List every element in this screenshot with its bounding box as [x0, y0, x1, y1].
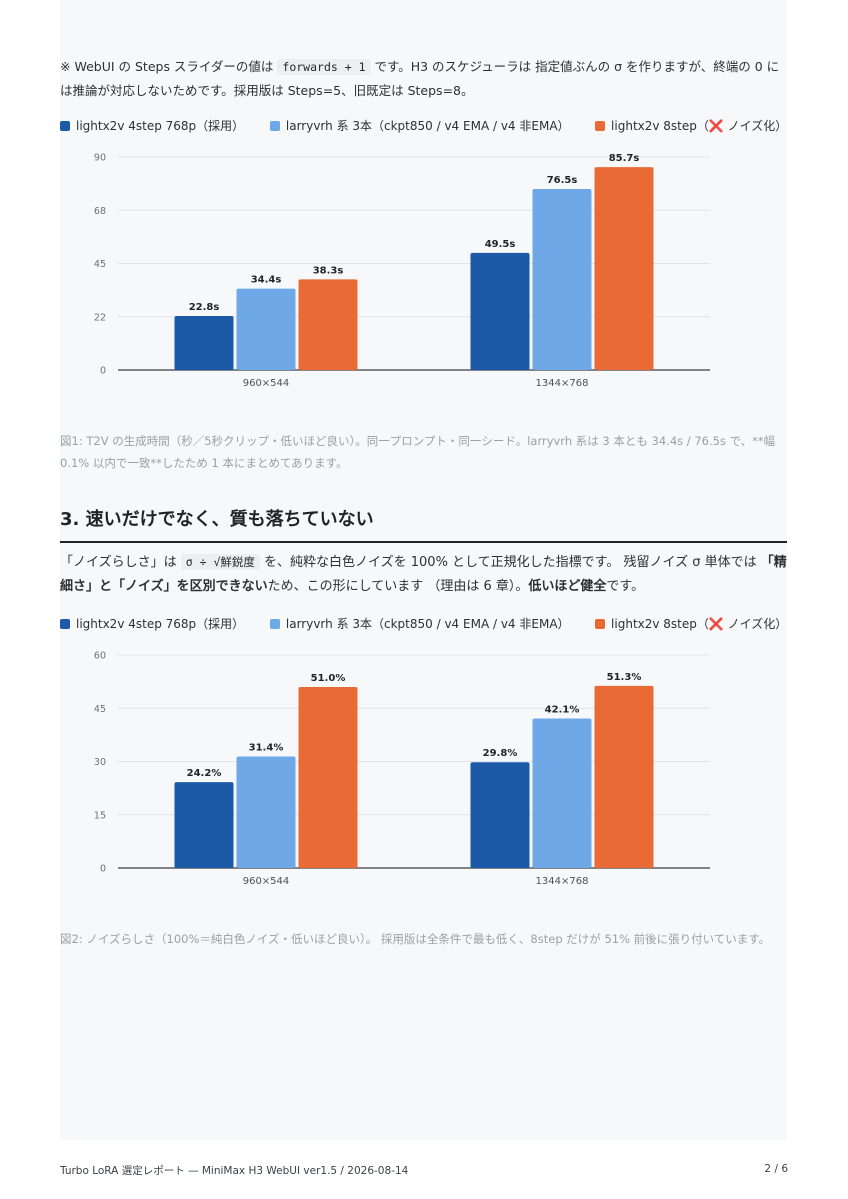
section-bold-text: 「精細さ」と「ノイズ」を区別できない — [60, 555, 787, 594]
bar — [298, 686, 358, 868]
page-background — [60, 0, 787, 1140]
x-category-label: 1344×768 — [536, 378, 589, 389]
figure2-caption-block: 図2: ノイズらしさ（100%＝純白色ノイズ・低いほど良い）。 採用版は全条件で… — [60, 928, 787, 950]
legend-label: lightx2v 4step 768p（採用） — [75, 617, 245, 631]
y-tick-label: 30 — [94, 757, 106, 768]
legend-swatch — [60, 618, 70, 629]
legend-item-4step: lightx2v 4step 768p（採用） — [60, 615, 244, 632]
legend-label: larryvrh 系 3本（ckpt850 / v4 EMA / v4 非EMA… — [285, 119, 570, 133]
intro-note: ※ WebUI の Steps スライダーの値は forwards + 1 です… — [60, 55, 787, 102]
bar-value-label: 51.0% — [311, 673, 346, 684]
figure1-caption-block: 図1: T2V の生成時間（秒／5秒クリップ・低いほど良い）。同一プロンプト・同… — [60, 430, 787, 474]
legend-swatch — [595, 120, 606, 131]
chart2-legend: lightx2v 4step 768p（採用） larryvrh 系 3本（ck… — [60, 615, 787, 632]
bar — [174, 316, 234, 370]
y-tick-label: 22 — [94, 312, 106, 323]
generation-time-chart: 0 22 45 68 90 22.8s 34.4s 38.3s 960×544 49.5s 76.5… — [94, 153, 710, 389]
bar — [236, 756, 296, 868]
section-paragraph: 「ノイズらしさ」は σ ÷ √鮮鋭度 を、純粋な白色ノイズを 100% として正… — [60, 550, 787, 599]
intro-code: forwards + 1 — [277, 59, 371, 75]
legend-label: larryvrh 系 3本（ckpt850 / v4 EMA / v4 非EMA… — [285, 617, 570, 631]
bar — [174, 782, 234, 868]
y-tick-label: 0 — [100, 864, 106, 875]
section-text: ため、この形にしています （理由は 6 章）。 — [267, 579, 529, 594]
bar — [594, 167, 654, 370]
bar-value-label: 24.2% — [187, 768, 222, 779]
bar — [470, 252, 530, 370]
bar-value-label: 38.3s — [313, 265, 344, 276]
intro-text-suffix: です。H3 のスケジューラは 指定値ぶんの σ を作りますが、終端の 0 には推… — [60, 59, 780, 98]
section-heading-block: 3. 速いだけでなく、質も落ちていない — [60, 505, 787, 543]
section-text: です。 — [606, 579, 645, 594]
y-tick-label: 0 — [100, 366, 106, 377]
section-text: 「ノイズらしさ」は — [60, 555, 181, 570]
y-tick-label: 45 — [94, 259, 106, 270]
figure2-caption: 図2: ノイズらしさ（100%＝純白色ノイズ・低いほど良い）。 採用版は全条件で… — [60, 932, 771, 946]
legend-swatch — [60, 120, 70, 131]
bar-value-label: 85.7s — [609, 153, 640, 164]
bar-value-label: 31.4% — [249, 743, 284, 754]
legend-item-larryvrh: larryvrh 系 3本（ckpt850 / v4 EMA / v4 非EMA… — [269, 117, 570, 134]
legend-label: lightx2v 4step 768p（採用） — [75, 119, 245, 133]
formula-code: σ ÷ √鮮鋭度 — [180, 554, 260, 570]
intro-text-prefix: ※ WebUI の Steps スライダーの値は — [60, 59, 278, 74]
section-bold-text: 低いほど健全 — [528, 579, 607, 594]
bar — [298, 279, 358, 370]
bar — [594, 685, 654, 868]
bar — [236, 288, 296, 370]
bar-value-label: 49.5s — [485, 239, 516, 250]
bar-value-label: 34.4s — [251, 275, 282, 286]
intro-paragraph: ※ WebUI の Steps スライダーの値は forwards + 1 です… — [60, 55, 787, 102]
section-text: を、純粋な白色ノイズを 100% として正規化した指標です。 残留ノイズ σ 単… — [259, 555, 761, 570]
bar — [470, 762, 530, 868]
bar — [532, 718, 592, 868]
bar-value-label: 29.8% — [483, 748, 518, 759]
legend-item-8step: lightx2v 8step（❌ ノイズ化） — [595, 117, 787, 134]
x-category-label: 1344×768 — [536, 876, 589, 887]
legend-label: lightx2v 8step（❌ ノイズ化） — [611, 617, 788, 631]
legend-swatch — [269, 120, 280, 131]
y-tick-label: 45 — [94, 704, 106, 715]
legend-item-4step: lightx2v 4step 768p（採用） — [60, 117, 244, 134]
legend-label: lightx2v 8step（❌ ノイズ化） — [611, 119, 788, 133]
bar-value-label: 51.3% — [607, 672, 642, 683]
x-category-label: 960×544 — [243, 378, 290, 389]
y-tick-label: 15 — [94, 810, 106, 821]
bar-value-label: 22.8s — [189, 302, 220, 313]
legend-item-larryvrh: larryvrh 系 3本（ckpt850 / v4 EMA / v4 非EMA… — [269, 615, 570, 632]
bar — [532, 188, 592, 370]
bar-value-label: 76.5s — [547, 175, 578, 186]
section-body: 「ノイズらしさ」は σ ÷ √鮮鋭度 を、純粋な白色ノイズを 100% として正… — [60, 550, 787, 599]
chart1-legend: lightx2v 4step 768p（採用） larryvrh 系 3本（ck… — [60, 117, 787, 134]
y-tick-label: 90 — [94, 153, 106, 164]
noise-likeness-chart: 0 15 30 45 60 24.2% 31.4% 51.0% 960×544 29.8% 42.1… — [94, 651, 710, 887]
bar-value-label: 42.1% — [545, 705, 580, 716]
legend-swatch — [595, 618, 606, 629]
legend-swatch — [269, 618, 280, 629]
legend-item-8step: lightx2v 8step（❌ ノイズ化） — [595, 615, 787, 632]
y-tick-label: 68 — [94, 206, 106, 217]
x-category-label: 960×544 — [243, 876, 290, 887]
y-tick-label: 60 — [94, 651, 106, 662]
page-number: 2 / 6 — [764, 1163, 788, 1175]
figure1-caption: 図1: T2V の生成時間（秒／5秒クリップ・低いほど良い）。同一プロンプト・同… — [60, 434, 776, 470]
section-heading: 3. 速いだけでなく、質も落ちていない — [60, 505, 787, 543]
footer-title: Turbo LoRA 選定レポート — MiniMax H3 WebUI ver… — [60, 1165, 409, 1177]
